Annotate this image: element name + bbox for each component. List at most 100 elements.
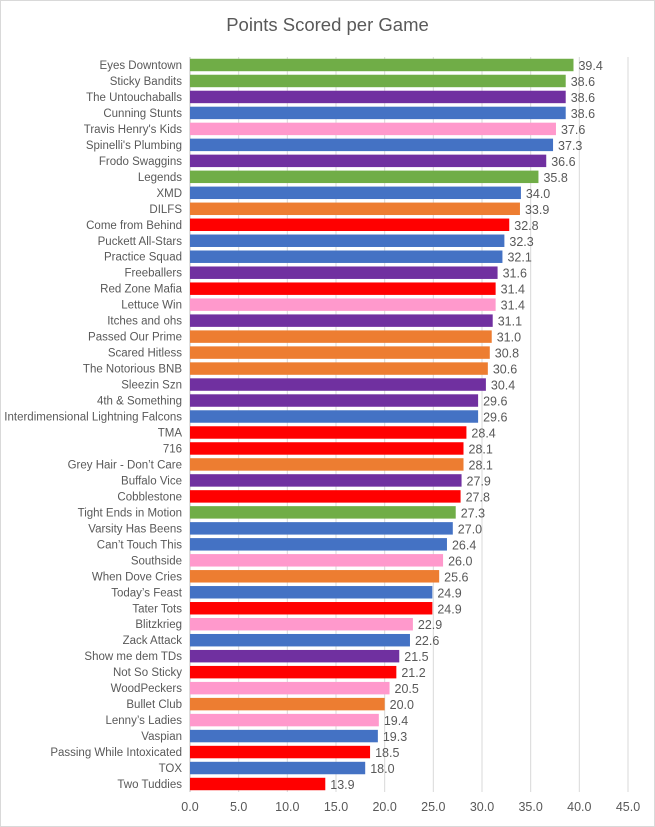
data-label: 35.8: [543, 171, 567, 185]
data-label: 32.8: [514, 219, 538, 233]
category-label: Not So Sticky: [113, 667, 182, 679]
data-label: 29.6: [483, 411, 507, 425]
bar: [190, 458, 464, 471]
data-label: 18.0: [370, 762, 394, 776]
data-label: 19.4: [384, 714, 408, 728]
bar: [190, 586, 433, 599]
data-label: 27.3: [461, 506, 485, 520]
category-label: Bullet Club: [126, 699, 182, 711]
category-label: Eyes Downtown: [100, 60, 182, 72]
data-label: 28.1: [469, 458, 493, 472]
data-label: 20.5: [395, 682, 419, 696]
data-label: 27.8: [466, 490, 490, 504]
bar: [190, 665, 397, 679]
bar: [190, 697, 385, 711]
bar: [190, 554, 444, 567]
bars: [190, 58, 574, 791]
bar: [190, 713, 379, 727]
data-label: 25.6: [444, 570, 468, 584]
bar: [190, 633, 410, 647]
category-label: Southside: [131, 555, 182, 567]
bar: [190, 218, 510, 232]
x-tick-label: 30.0: [470, 800, 494, 814]
category-label: Red Zone Mafia: [100, 284, 182, 296]
category-label: Vaspian: [141, 731, 182, 743]
bar: [190, 282, 496, 295]
data-label: 22.9: [418, 618, 442, 632]
category-label: Can’t Touch This: [97, 539, 182, 551]
x-axis-tick-labels: 0.0 5.0 10.0 15.0 20.0 25.0 30.0 35.0 40.0 45.0: [181, 800, 640, 814]
data-label: 24.9: [437, 586, 461, 600]
bar: [190, 777, 326, 791]
bar: [190, 314, 493, 327]
category-label: Today’s Feast: [111, 587, 183, 599]
bar: [190, 106, 566, 120]
bar: [190, 745, 371, 759]
category-label: Zack Attack: [123, 635, 183, 647]
bar: [190, 410, 479, 423]
bar: [190, 426, 467, 439]
category-label: When Dove Cries: [92, 571, 182, 583]
category-label: Lenny’s Ladies: [105, 715, 182, 727]
bar: [190, 602, 433, 615]
data-label: 31.0: [497, 331, 521, 345]
category-label: Interdimensional Lightning Falcons: [4, 412, 182, 424]
bar: [190, 186, 521, 200]
data-label: 19.3: [383, 730, 407, 744]
data-label: 34.0: [526, 187, 550, 201]
bar: [190, 474, 462, 487]
category-label: 4th & Something: [97, 396, 182, 408]
bar: [190, 154, 547, 168]
bar: [190, 122, 556, 136]
x-tick-label: 45.0: [616, 800, 640, 814]
bar: [190, 570, 440, 583]
data-label: 37.3: [558, 139, 582, 153]
data-label: 21.5: [404, 650, 428, 664]
chart-title: Points Scored per Game: [226, 14, 429, 35]
bar: [190, 346, 490, 359]
data-label: 30.8: [495, 347, 519, 361]
data-label: 30.6: [493, 363, 517, 377]
bar: [190, 138, 554, 152]
x-tick-label: 20.0: [372, 800, 396, 814]
bar: [190, 298, 496, 311]
data-label: 31.1: [498, 315, 522, 329]
category-label: Practice Squad: [104, 252, 182, 264]
data-label: 21.2: [401, 666, 425, 680]
category-label: Sticky Bandits: [110, 76, 182, 88]
category-label: Legends: [138, 172, 182, 184]
data-label: 38.6: [571, 75, 595, 89]
data-label: 32.1: [507, 251, 531, 265]
bar: [190, 649, 400, 663]
data-label: 26.4: [452, 538, 476, 552]
data-label: 24.9: [437, 602, 461, 616]
bar: [190, 729, 378, 743]
data-label: 39.4: [578, 59, 602, 73]
category-label: Scared Hitless: [108, 348, 182, 360]
data-label: 38.6: [571, 91, 595, 105]
category-label: Sleezin Szn: [121, 380, 182, 392]
bar: [190, 761, 366, 775]
data-label: 31.6: [503, 267, 527, 281]
data-label: 22.6: [415, 634, 439, 648]
category-label: Passing While Intoxicated: [50, 747, 182, 759]
category-label: The Untouchaballs: [86, 92, 182, 104]
bar: [190, 90, 566, 104]
data-label: 31.4: [501, 299, 525, 313]
category-label: Tater Tots: [132, 603, 182, 615]
data-label: 26.0: [448, 554, 472, 568]
data-label: 29.6: [483, 395, 507, 409]
bar: [190, 394, 479, 407]
category-label: Passed Our Prime: [88, 332, 182, 344]
category-label: Lettuce Win: [121, 300, 182, 312]
data-label: 13.9: [330, 778, 354, 792]
data-label: 27.9: [467, 474, 491, 488]
category-label: Two Tuddies: [117, 779, 182, 791]
category-label: Grey Hair - Don’t Care: [68, 459, 182, 471]
category-label: Show me dem TDs: [84, 651, 182, 663]
bar: [190, 250, 503, 263]
category-label: Spinelli's Plumbing: [86, 140, 182, 152]
bar: [190, 442, 464, 455]
category-label: 716: [163, 443, 182, 455]
